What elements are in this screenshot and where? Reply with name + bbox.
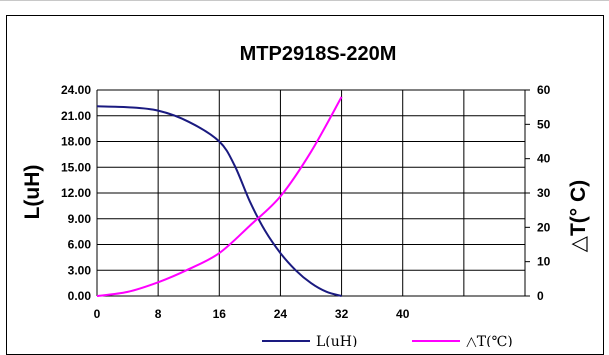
plot-grid <box>96 89 530 297</box>
y-tick-label: 6.00 <box>68 238 92 252</box>
legend-label: L(uH) <box>316 334 357 347</box>
chart-title: MTP2918S-220M <box>240 43 397 65</box>
tick-labels: 0 8 16 24 32 40 0.00 3.00 6.00 9.00 12.00 15.00 18.0… <box>61 83 551 321</box>
y2-tick-label: 20 <box>537 220 551 234</box>
x-tick-label: 40 <box>396 307 410 321</box>
y-tick-label: 9.00 <box>68 212 92 226</box>
y2-tick-label: 50 <box>537 117 551 131</box>
x-tick-label: 24 <box>274 307 288 321</box>
y2-tick-label: 40 <box>537 152 551 166</box>
y2-tick-label: 0 <box>537 289 544 303</box>
y-tick-label: 18.00 <box>61 135 91 149</box>
y-tick-label: 0.00 <box>68 289 92 303</box>
x-tick-label: 0 <box>94 307 101 321</box>
y2-axis-label: △T(° C) <box>567 180 590 252</box>
legend-label: △T(℃) <box>466 334 513 347</box>
y-tick-label: 12.00 <box>61 186 91 200</box>
legend: L(uH) △T(℃) <box>262 334 513 347</box>
chart-svg: MTP2918S-220M 0 8 16 24 32 40 0.00 3.00 6.00 9.00… <box>21 43 590 347</box>
y2-tick-label: 60 <box>537 83 551 97</box>
y2-tick-label: 30 <box>537 186 551 200</box>
y-tick-label: 3.00 <box>68 263 92 277</box>
y-tick-label: 15.00 <box>61 160 91 174</box>
series-layer <box>96 96 343 297</box>
y2-tick-label: 10 <box>537 255 551 269</box>
series-line-inductance <box>96 105 342 297</box>
x-tick-label: 16 <box>213 307 227 321</box>
x-tick-label: 8 <box>155 307 162 321</box>
y-axis-label: L(uH) <box>21 165 44 220</box>
y-tick-label: 24.00 <box>61 83 91 97</box>
x-tick-label: 32 <box>335 307 349 321</box>
y-tick-label: 21.00 <box>61 109 91 123</box>
series-line-temperature <box>96 96 343 297</box>
